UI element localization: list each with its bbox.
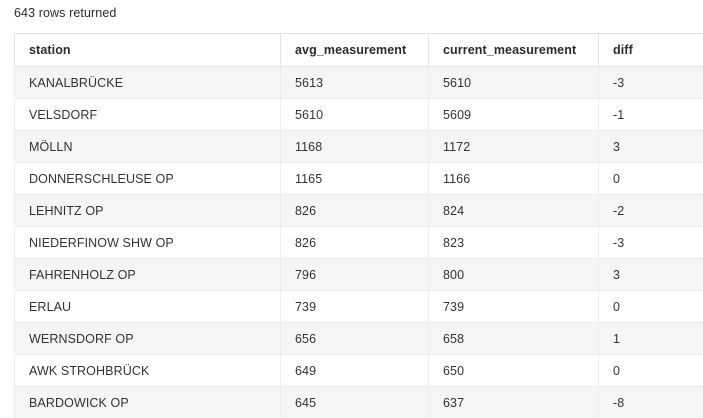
column-header-diff[interactable]: diff <box>598 33 703 67</box>
cell-avg_measurement: 1168 <box>280 130 429 163</box>
table-row[interactable]: LEHNITZ OP 826 824 -2 <box>14 194 703 227</box>
cell-avg_measurement: 739 <box>280 290 429 323</box>
cell-current_measurement: 637 <box>428 386 599 418</box>
column-header-station[interactable]: station <box>14 33 281 67</box>
table-row[interactable]: WERNSDORF OP 656 658 1 <box>14 322 703 355</box>
cell-station: DONNERSCHLEUSE OP <box>14 162 281 195</box>
cell-current_measurement: 739 <box>428 290 599 323</box>
cell-diff: -2 <box>598 194 703 227</box>
column-header-current-measurement[interactable]: current_measurement <box>428 33 599 67</box>
cell-station: VELSDORF <box>14 98 281 131</box>
cell-diff: 0 <box>598 162 703 195</box>
cell-station: AWK STROHBRÜCK <box>14 354 281 387</box>
cell-station: WERNSDORF OP <box>14 322 281 355</box>
cell-station: ERLAU <box>14 290 281 323</box>
cell-station: BARDOWICK OP <box>14 386 281 418</box>
table-row[interactable]: MÖLLN 1168 1172 3 <box>14 130 703 163</box>
table-row[interactable]: FAHRENHOLZ OP 796 800 3 <box>14 258 703 291</box>
cell-current_measurement: 824 <box>428 194 599 227</box>
cell-diff: 3 <box>598 130 703 163</box>
table-header-row: station avg_measurement current_measurem… <box>14 33 703 67</box>
cell-current_measurement: 5610 <box>428 66 599 99</box>
cell-diff: 0 <box>598 290 703 323</box>
cell-current_measurement: 5609 <box>428 98 599 131</box>
cell-station: MÖLLN <box>14 130 281 163</box>
table-row[interactable]: BARDOWICK OP 645 637 -8 <box>14 386 703 418</box>
table-row[interactable]: VELSDORF 5610 5609 -1 <box>14 98 703 131</box>
cell-avg_measurement: 1165 <box>280 162 429 195</box>
cell-avg_measurement: 796 <box>280 258 429 291</box>
cell-current_measurement: 1166 <box>428 162 599 195</box>
cell-avg_measurement: 5610 <box>280 98 429 131</box>
table-row[interactable]: NIEDERFINOW SHW OP 826 823 -3 <box>14 226 703 259</box>
results-table-header: station avg_measurement current_measurem… <box>14 33 703 67</box>
cell-current_measurement: 1172 <box>428 130 599 163</box>
cell-diff: -3 <box>598 226 703 259</box>
cell-avg_measurement: 645 <box>280 386 429 418</box>
cell-current_measurement: 658 <box>428 322 599 355</box>
cell-station: NIEDERFINOW SHW OP <box>14 226 281 259</box>
table-row[interactable]: DONNERSCHLEUSE OP 1165 1166 0 <box>14 162 703 195</box>
cell-current_measurement: 823 <box>428 226 599 259</box>
results-table: station avg_measurement current_measurem… <box>14 33 703 418</box>
table-row[interactable]: AWK STROHBRÜCK 649 650 0 <box>14 354 703 387</box>
cell-station: KANALBRÜCKE <box>14 66 281 99</box>
cell-station: FAHRENHOLZ OP <box>14 258 281 291</box>
cell-avg_measurement: 826 <box>280 194 429 227</box>
cell-current_measurement: 650 <box>428 354 599 387</box>
cell-station: LEHNITZ OP <box>14 194 281 227</box>
cell-diff: -1 <box>598 98 703 131</box>
cell-avg_measurement: 5613 <box>280 66 429 99</box>
cell-diff: -8 <box>598 386 703 418</box>
cell-avg_measurement: 649 <box>280 354 429 387</box>
cell-diff: -3 <box>598 66 703 99</box>
results-table-body: KANALBRÜCKE 5613 5610 -3 VELSDORF 5610 5609 -1 M… <box>14 66 703 418</box>
table-row[interactable]: ERLAU 739 739 0 <box>14 290 703 323</box>
cell-avg_measurement: 826 <box>280 226 429 259</box>
cell-diff: 0 <box>598 354 703 387</box>
cell-current_measurement: 800 <box>428 258 599 291</box>
cell-diff: 3 <box>598 258 703 291</box>
cell-diff: 1 <box>598 322 703 355</box>
cell-avg_measurement: 656 <box>280 322 429 355</box>
table-row[interactable]: KANALBRÜCKE 5613 5610 -3 <box>14 66 703 99</box>
results-table-container: station avg_measurement current_measurem… <box>14 33 703 418</box>
column-header-avg-measurement[interactable]: avg_measurement <box>280 33 429 67</box>
rows-returned-status: 643 rows returned <box>14 6 117 20</box>
